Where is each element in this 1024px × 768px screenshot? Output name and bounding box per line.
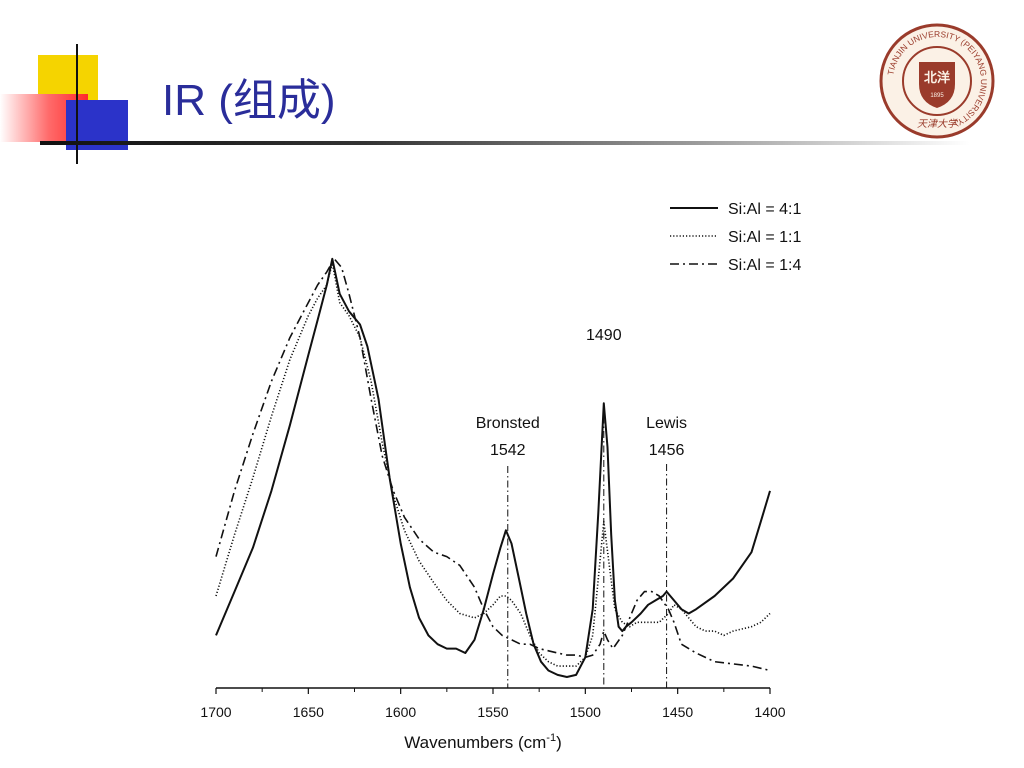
slide-title: IR (组成)	[162, 76, 336, 125]
annotation-value-lewis: 1456	[649, 442, 685, 459]
annotation-value-bronsted: 1542	[490, 442, 526, 459]
x-tick-label: 1550	[477, 704, 508, 720]
title-underline	[40, 141, 970, 145]
x-tick-label: 1500	[570, 704, 601, 720]
x-tick-label: 1650	[293, 704, 324, 720]
svg-text:1895: 1895	[930, 93, 944, 99]
svg-text:北洋: 北洋	[924, 70, 950, 85]
x-tick-label: 1600	[385, 704, 416, 720]
x-tick-label: 1700	[200, 704, 231, 720]
svg-text:天津大学: 天津大学	[917, 118, 958, 130]
spectrum-series	[215, 257, 771, 678]
annotation-name-lewis: Lewis	[646, 415, 687, 432]
chart-legend: Si:Al = 4:1 Si:Al = 1:1 Si:Al = 1:4	[670, 201, 801, 274]
university-logo: TIANJIN UNIVERSITY (PEIYANG UNIVERSITY) …	[879, 23, 995, 139]
annotation-name-bronsted: Bronsted	[476, 415, 540, 432]
peak-annotations: Bronsted 1542 1490 Lewis 1456	[476, 327, 687, 688]
series-line-3	[215, 258, 771, 672]
x-tick-label: 1400	[754, 704, 785, 720]
x-axis-label-text: Wavenumbers (cm	[404, 733, 546, 752]
x-axis: 1700 1650 1600 1550 1500 1450 1400	[200, 687, 786, 720]
x-axis-label-end: )	[556, 733, 562, 752]
x-axis-label: Wavenumbers (cm-1)	[404, 732, 561, 752]
legend-label: Si:Al = 4:1	[728, 201, 801, 218]
series-line-1	[215, 257, 771, 678]
decor-vertical-line	[76, 44, 78, 164]
series-line-2	[215, 262, 771, 667]
legend-label: Si:Al = 1:4	[728, 257, 801, 274]
legend-label: Si:Al = 1:1	[728, 229, 801, 246]
x-tick-label: 1450	[662, 704, 693, 720]
annotation-value-b1490: 1490	[586, 327, 622, 344]
x-axis-label-sup: -1	[546, 732, 556, 744]
